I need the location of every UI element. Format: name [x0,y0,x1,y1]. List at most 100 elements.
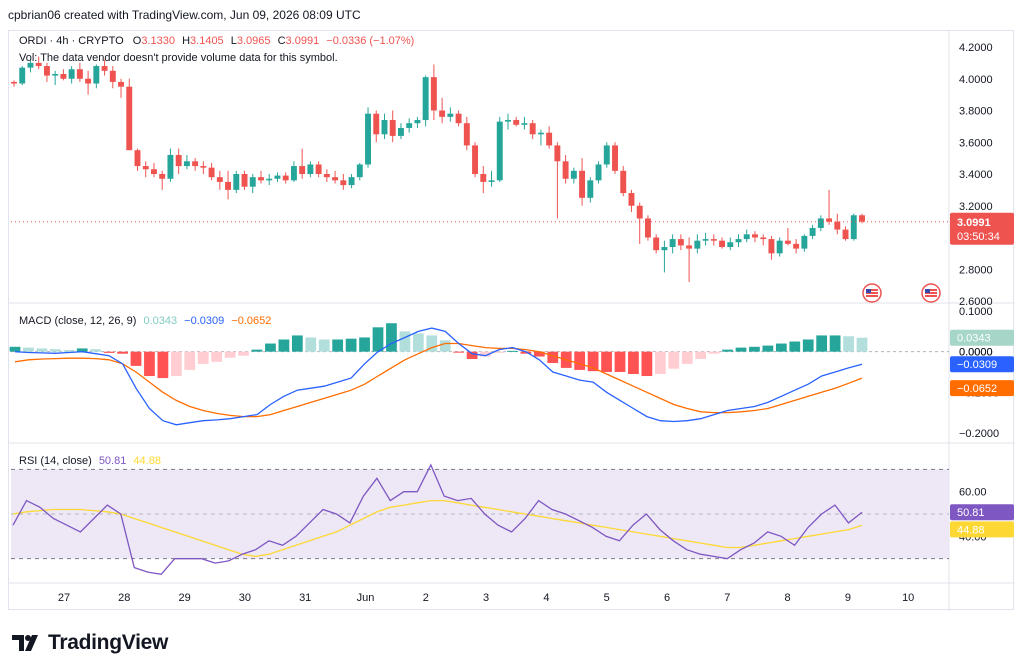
flag-canton [925,289,930,293]
candle [249,174,256,194]
candle [488,170,495,187]
macd-histogram-bar [9,346,21,352]
flag-stripe [866,294,878,295]
macd-histogram-bar [614,351,626,372]
tradingview-footer[interactable]: TradingView [12,628,168,658]
candle [356,162,363,181]
candle [290,161,297,182]
tradingview-brand: TradingView [48,631,169,654]
candle [801,234,808,252]
macd-histogram-bar [507,350,518,352]
chart-svg[interactable]: 4.2000 4.0000 3.8000 3.6000 3.4000 3.2000 2.80… [9,31,1015,611]
candle-body [768,239,775,254]
candle-body [93,66,100,84]
candle-body [793,243,800,249]
candle-body [406,123,413,128]
candle-body [570,170,577,179]
candle-body [134,150,141,167]
candle-body [513,120,520,125]
symbol-label[interactable]: ORDI · 4h · CRYPTO [19,35,124,47]
macd-histogram-bar [211,351,223,362]
us-flag-event-icon [921,283,941,303]
low-value: 3.0965 [236,35,271,47]
price-axis-tick: 3.2000 [959,201,993,213]
candle [842,226,849,241]
candle [472,142,479,178]
macd-histogram-bar [359,337,370,352]
candle [118,78,124,98]
candle-body [258,177,264,181]
macd-hist-tag-text: 0.0343 [957,333,991,345]
macd-histogram-bar [775,343,787,352]
candle-body [809,227,816,236]
macd-signal-tag [950,380,1014,397]
candle [150,162,157,178]
candle-body [356,164,363,178]
candle [834,213,841,235]
candle-body [677,239,684,246]
candle-body [175,154,182,167]
candle [200,161,207,174]
rsi-title[interactable]: RSI (14, close) [19,455,92,467]
candle [381,113,388,140]
macd-histogram-bar [76,348,88,352]
rsi-ma-tag [950,521,1014,538]
rsi-legend: RSI (14, close) 50.81 44.88 [19,455,161,467]
candle-body [529,123,536,135]
price-axis-tick: 4.2000 [959,42,993,54]
candle-body [554,145,561,162]
macd-hist-tag [950,329,1014,346]
candle-body [52,73,59,76]
tradingview-logo-icon [12,635,38,651]
candle-body [216,177,223,182]
candle [340,174,347,190]
candle-body [587,180,594,198]
candle [274,172,281,182]
candle-body [439,110,446,117]
candle-body [348,177,355,186]
candle [142,161,149,178]
macd-legend: MACD (close, 12, 26, 9) 0.0343 −0.0309 −… [19,315,271,327]
candle-body [118,81,124,87]
candle [570,167,577,184]
macd-histogram-bar [439,340,451,352]
candle-body [562,161,569,179]
flag-stripe [925,291,937,292]
candle-body [735,239,742,243]
candle-body [142,166,149,170]
candle [612,142,618,174]
candle [315,161,322,178]
macd-histogram-bar [265,343,276,352]
macd-histogram-bar [587,351,599,372]
close-value: 3.0991 [285,35,320,47]
candle-body [249,177,256,187]
low-label: L [230,35,237,47]
candle-body [505,120,511,122]
candle [85,70,92,95]
candle [183,154,190,170]
macd-line-value: −0.0309 [184,315,225,327]
candle-body [43,66,50,76]
macd-title[interactable]: MACD (close, 12, 26, 9) [19,315,137,327]
candle-body [225,181,232,190]
candle [35,56,42,70]
time-axis-tick: 7 [724,592,730,604]
macd-histogram-bar [318,339,330,352]
change-value: −0.0336 (−1.07%) [326,35,415,47]
candle [817,215,824,232]
candle [735,234,742,248]
candle [752,231,758,243]
candle-body [653,237,660,251]
candle-body [76,69,83,79]
macd-histogram-bar [762,345,774,352]
flag-stripe [925,294,937,295]
candle [859,213,865,224]
macd-histogram-bar [641,351,653,377]
time-axis-tick: 31 [299,592,311,604]
candle [603,142,610,168]
candle-body [546,132,553,146]
candle-body [397,127,404,136]
candle-body [719,240,726,248]
chart-frame[interactable]: 4.2000 4.0000 3.8000 3.6000 3.4000 3.2000 2.80… [8,30,1015,611]
macd-histogram-bar [90,349,102,352]
